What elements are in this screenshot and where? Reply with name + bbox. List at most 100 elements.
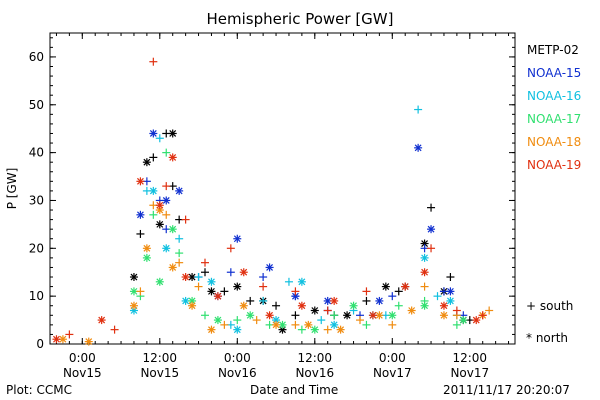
- north-point-d2: [472, 316, 480, 324]
- north-point-d2: [298, 278, 306, 286]
- south-point: [259, 282, 268, 291]
- south-point: [478, 311, 487, 320]
- north-point: [330, 320, 339, 329]
- south-point: [220, 320, 229, 329]
- north-point-d2: [279, 321, 286, 329]
- north-point: [97, 316, 106, 325]
- north-point: [239, 301, 248, 310]
- south-point: [362, 320, 371, 329]
- north-point-d2: [169, 130, 177, 137]
- axes: [49, 32, 516, 345]
- south-point: [155, 134, 164, 143]
- north-point: [439, 301, 448, 310]
- south-point: [162, 182, 171, 191]
- north-point-d2: [143, 254, 151, 262]
- north-point-d2: [304, 321, 312, 329]
- north-point-d2: [446, 297, 454, 305]
- south-point: [226, 268, 235, 277]
- north-point: [84, 337, 93, 346]
- north-point-d2: [414, 144, 422, 152]
- x-tick-date: Nov16: [295, 366, 334, 380]
- north-point: [129, 273, 138, 282]
- north-point: [142, 253, 151, 262]
- north-point: [291, 292, 300, 301]
- footer-credit: Plot: CCMC: [6, 383, 72, 397]
- north-point-d2: [162, 197, 170, 204]
- south-marker-note: + south: [526, 299, 574, 313]
- legend-item-noaa15: NOAA-15: [527, 66, 582, 80]
- north-point: [349, 301, 358, 310]
- legend-item-noaa18: NOAA-18: [527, 135, 582, 149]
- north-point-d2: [233, 326, 241, 334]
- south-point: [394, 301, 403, 310]
- north-point: [414, 143, 423, 152]
- north-point: [472, 316, 481, 325]
- north-point: [401, 282, 410, 291]
- north-point: [407, 306, 416, 315]
- north-point: [278, 320, 287, 329]
- south-point: [272, 301, 281, 310]
- south-point: [433, 292, 442, 301]
- north-point: [265, 263, 274, 272]
- south-point: [110, 325, 119, 334]
- north-point: [233, 282, 242, 291]
- south-point: [201, 268, 209, 277]
- legend-item-metp02: METP-02: [527, 43, 579, 57]
- north-point: [168, 263, 177, 272]
- x-tick-label: 0:00: [224, 351, 251, 365]
- south-point: [388, 320, 397, 329]
- north-point-d2: [421, 302, 429, 310]
- north-point: [446, 296, 455, 305]
- north-point-d2: [169, 264, 177, 271]
- south-point: [252, 316, 261, 325]
- north-point-d2: [427, 225, 435, 233]
- north-point: [155, 220, 164, 229]
- legend-item-noaa19: NOAA-19: [527, 158, 582, 172]
- north-point-d2: [53, 335, 60, 343]
- x-tick-date: Nov15: [63, 366, 102, 380]
- north-point: [207, 287, 216, 296]
- north-point: [155, 201, 164, 210]
- south-point: [362, 287, 371, 296]
- south-point: [175, 258, 184, 267]
- north-point-d2: [330, 297, 338, 305]
- north-point: [388, 311, 397, 320]
- south-point: [136, 229, 145, 238]
- north-point-d2: [214, 292, 222, 300]
- north-point-d2: [350, 302, 357, 310]
- north-point-d2: [440, 302, 448, 310]
- north-point: [155, 277, 164, 286]
- south-point: [246, 296, 255, 305]
- north-point: [297, 277, 306, 286]
- north-point-d2: [182, 297, 190, 305]
- north-point: [265, 311, 274, 320]
- north-point-d2: [311, 326, 319, 334]
- north-point: [181, 273, 190, 282]
- south-point: [291, 320, 300, 329]
- north-point: [136, 210, 145, 219]
- north-point: [162, 244, 171, 253]
- north-point-d2: [369, 311, 377, 319]
- north-point-d2: [421, 254, 429, 262]
- north-point-d2: [136, 177, 144, 185]
- y-axis-label: P [GW]: [5, 168, 19, 210]
- north-point-d2: [421, 240, 429, 247]
- x-tick-label: 0:00: [379, 351, 406, 365]
- south-point: [297, 325, 306, 334]
- north-point-d2: [401, 283, 409, 291]
- series-noaa19: [52, 57, 487, 344]
- x-tick-label: 12:00: [297, 351, 332, 365]
- north-point: [175, 186, 184, 195]
- north-point-d2: [324, 297, 332, 305]
- north-point: [52, 335, 61, 344]
- north-point-d2: [149, 130, 157, 137]
- north-point-d2: [382, 283, 390, 291]
- north-point-d2: [240, 268, 248, 276]
- y-tick-label: 0: [36, 337, 44, 351]
- north-point-d2: [408, 307, 416, 314]
- north-point-d2: [169, 225, 177, 233]
- x-axis-label: Date and Time: [250, 383, 339, 397]
- north-point: [207, 325, 216, 334]
- x-tick-date: Nov15: [140, 366, 179, 380]
